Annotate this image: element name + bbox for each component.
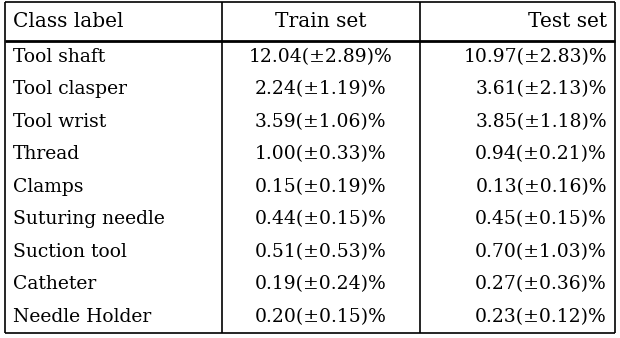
Text: 0.15(±0.19)%: 0.15(±0.19)% xyxy=(255,178,386,196)
Text: 3.59(±1.06)%: 3.59(±1.06)% xyxy=(255,113,386,131)
Text: Suturing needle: Suturing needle xyxy=(13,210,165,228)
Text: 2.24(±1.19)%: 2.24(±1.19)% xyxy=(255,80,386,98)
Text: Class label: Class label xyxy=(13,12,123,31)
Text: 3.85(±1.18)%: 3.85(±1.18)% xyxy=(476,113,607,131)
Text: 0.13(±0.16)%: 0.13(±0.16)% xyxy=(476,178,607,196)
Text: 3.61(±2.13)%: 3.61(±2.13)% xyxy=(476,80,607,98)
Text: 12.04(±2.89)%: 12.04(±2.89)% xyxy=(249,48,392,66)
Text: 0.45(±0.15)%: 0.45(±0.15)% xyxy=(475,210,607,228)
Text: 1.00(±0.33)%: 1.00(±0.33)% xyxy=(255,145,386,163)
Text: Clamps: Clamps xyxy=(13,178,84,196)
Text: 0.44(±0.15)%: 0.44(±0.15)% xyxy=(255,210,387,228)
Text: 0.20(±0.15)%: 0.20(±0.15)% xyxy=(255,308,387,326)
Text: Train set: Train set xyxy=(275,12,366,31)
Text: 0.70(±1.03)%: 0.70(±1.03)% xyxy=(476,243,607,261)
Text: Thread: Thread xyxy=(13,145,80,163)
Text: Needle Holder: Needle Holder xyxy=(13,308,151,326)
Text: 0.27(±0.36)%: 0.27(±0.36)% xyxy=(476,275,607,293)
Text: Suction tool: Suction tool xyxy=(13,243,127,261)
Text: 0.19(±0.24)%: 0.19(±0.24)% xyxy=(255,275,386,293)
Text: Catheter: Catheter xyxy=(13,275,96,293)
Text: Tool wrist: Tool wrist xyxy=(13,113,106,131)
Text: 10.97(±2.83)%: 10.97(±2.83)% xyxy=(463,48,607,66)
Text: 0.51(±0.53)%: 0.51(±0.53)% xyxy=(255,243,386,261)
Text: Tool clasper: Tool clasper xyxy=(13,80,127,98)
Text: Test set: Test set xyxy=(528,12,607,31)
Text: 0.23(±0.12)%: 0.23(±0.12)% xyxy=(476,308,607,326)
Text: 0.94(±0.21)%: 0.94(±0.21)% xyxy=(476,145,607,163)
Text: Tool shaft: Tool shaft xyxy=(13,48,105,66)
